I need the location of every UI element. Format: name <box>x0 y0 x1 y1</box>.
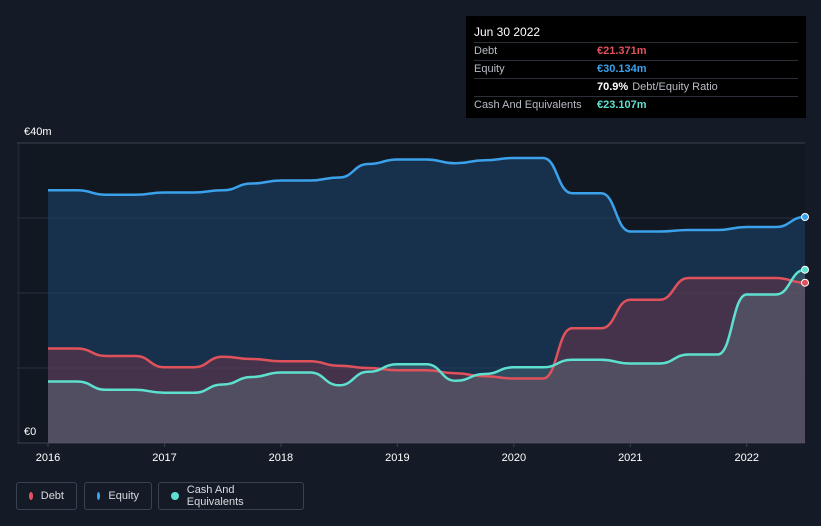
data-tooltip: Jun 30 2022 Debt €21.371m Equity €30.134… <box>466 16 806 118</box>
tooltip-value-ratio: 70.9% <box>597 81 629 93</box>
debt-line <box>47 276 806 380</box>
legend-item-debt[interactable]: Debt <box>16 482 77 510</box>
x-tick-label: 2017 <box>152 452 176 464</box>
x-tick-label: 2022 <box>735 452 759 464</box>
legend-item-equity[interactable]: Equity <box>84 482 152 510</box>
cash-and-equivalents-area <box>48 269 805 443</box>
equity-area <box>48 158 805 443</box>
cash-and-equivalents-line <box>48 268 806 395</box>
tooltip-ratio-suffix: Debt/Equity Ratio <box>632 81 718 93</box>
y-tick-label-max: €40m <box>24 126 52 138</box>
legend-label-equity: Equity <box>108 490 139 502</box>
legend-item-cash[interactable]: Cash And Equivalents <box>158 482 304 510</box>
debt-dot-icon <box>29 492 33 500</box>
tooltip-label-cash: Cash And Equivalents <box>474 99 582 111</box>
debt-end-marker <box>801 278 809 287</box>
cash-dot-icon <box>171 492 179 500</box>
x-tick-label: 2018 <box>269 452 293 464</box>
tooltip-row-cash: Cash And Equivalents €23.107m <box>474 97 798 114</box>
tooltip-label-equity: Equity <box>474 63 505 75</box>
tooltip-value-cash: €23.107m <box>597 99 647 111</box>
tooltip-row-debt: Debt €21.371m <box>474 43 798 61</box>
tooltip-row-ratio: 70.9% Debt/Equity Ratio <box>474 79 798 97</box>
tooltip-value-equity: €30.134m <box>597 63 647 75</box>
equity-line <box>47 156 806 233</box>
x-tick-label: 2021 <box>618 452 642 464</box>
x-tick-label: 2020 <box>502 452 526 464</box>
equity-end-marker <box>801 212 809 221</box>
equity-dot-icon <box>97 492 101 500</box>
tooltip-label-debt: Debt <box>474 45 498 57</box>
legend-label-debt: Debt <box>40 490 64 502</box>
debt-area <box>48 278 805 443</box>
x-tick-label: 2016 <box>36 452 60 464</box>
y-tick-label-zero: €0 <box>24 426 36 438</box>
cash-and-equivalents-end-marker <box>801 265 809 274</box>
tooltip-date: Jun 30 2022 <box>474 24 798 43</box>
x-tick-label: 2019 <box>385 452 409 464</box>
tooltip-row-equity: Equity €30.134m <box>474 61 798 79</box>
tooltip-value-debt: €21.371m <box>597 45 647 57</box>
tooltip-label-ratio <box>474 79 597 96</box>
legend-label-cash: Cash And Equivalents <box>186 484 244 508</box>
